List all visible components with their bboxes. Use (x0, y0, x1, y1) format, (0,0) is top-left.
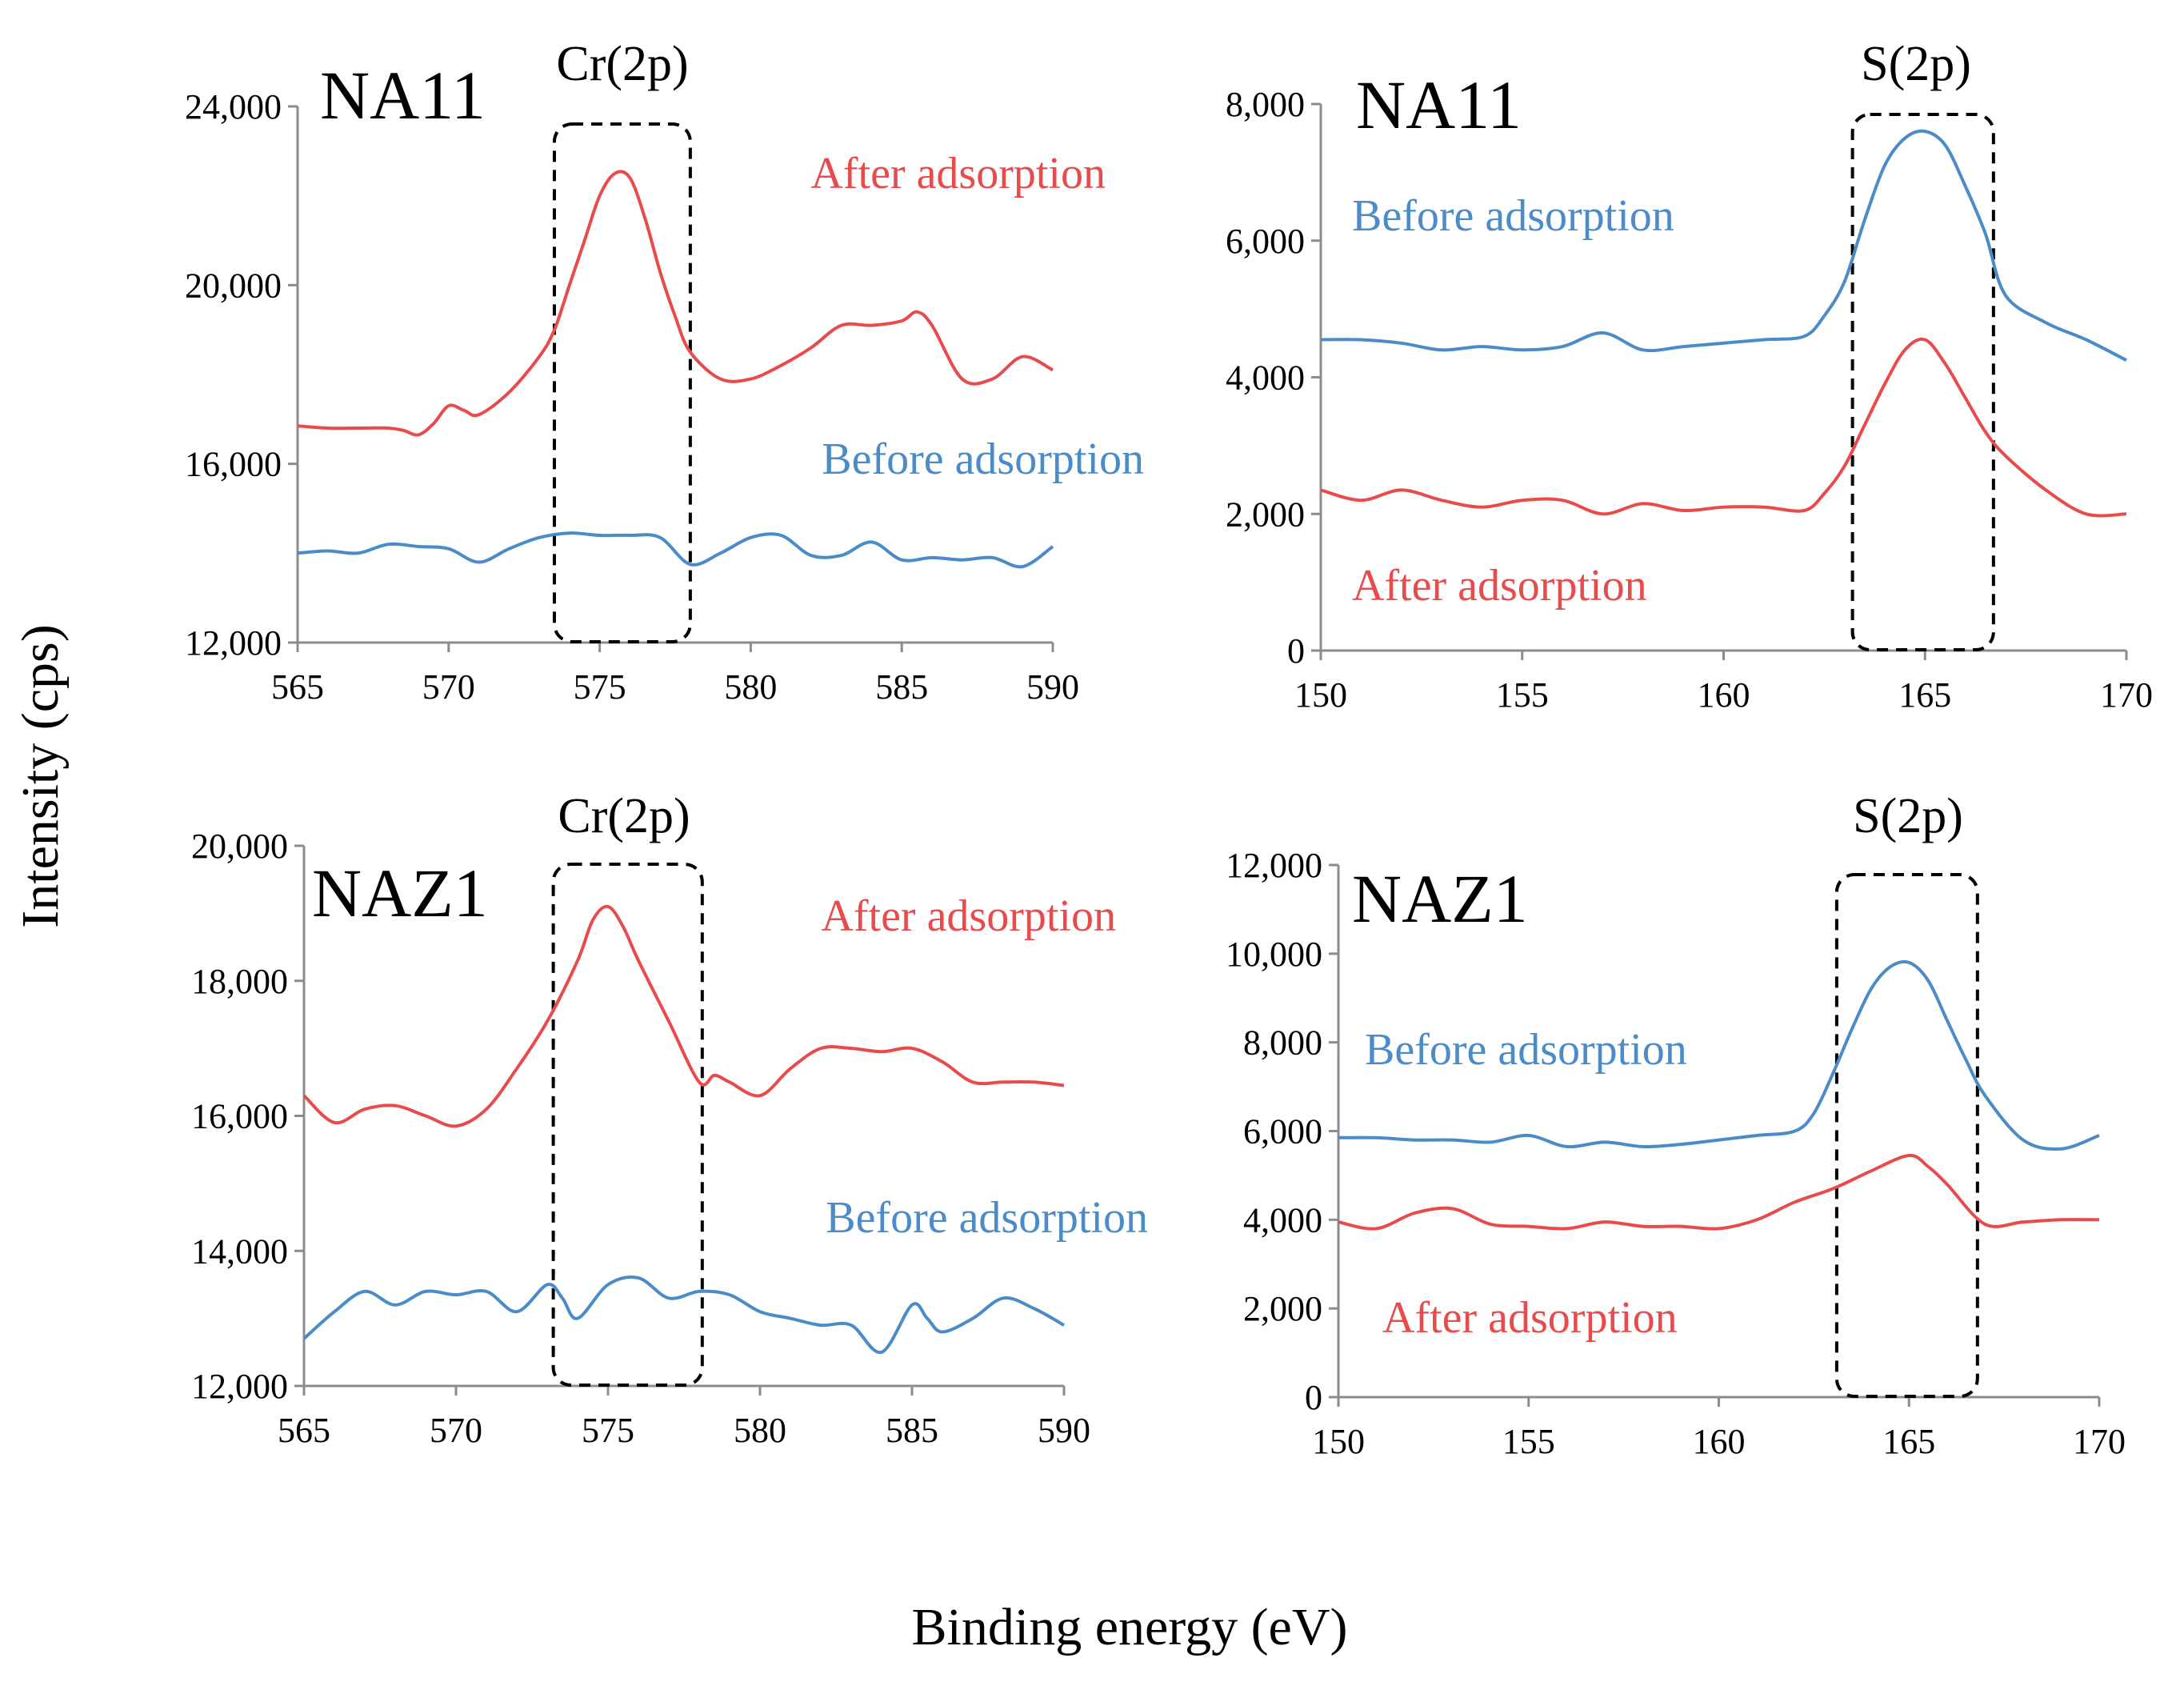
y-tick-label: 6,000 (1226, 222, 1305, 261)
peak-label: S(2p) (1853, 789, 1963, 843)
x-tick-label: 590 (1038, 1411, 1090, 1450)
y-tick-label: 20,000 (191, 827, 288, 866)
before-adsorption-line (302, 1275, 1065, 1354)
x-tick-label: 585 (886, 1411, 938, 1450)
sample-label: NAZ1 (312, 855, 488, 931)
x-tick-label: 155 (1496, 675, 1549, 715)
x-tick-label: 170 (2100, 675, 2153, 715)
before-adsorption-label: Before adsorption (1352, 191, 1674, 241)
panel-1: 12,000 16,000 20,000 24,000 565 570 575 580 585 5… (185, 37, 1144, 707)
y-tick-label: 2,000 (1243, 1289, 1322, 1328)
x-tick-label: 570 (430, 1411, 482, 1450)
peak-label: Cr(2p) (556, 37, 688, 91)
y-tick-label: 20,000 (185, 266, 282, 305)
x-tick-label: 150 (1312, 1422, 1365, 1461)
y-tick-label: 18,000 (191, 962, 288, 1001)
peak-highlight-box (1850, 113, 1995, 651)
x-tick-label: 565 (278, 1411, 330, 1450)
y-tick-label: 6,000 (1243, 1112, 1322, 1151)
before-adsorption-label: Before adsorption (822, 435, 1144, 484)
x-tick-label: 165 (1882, 1422, 1935, 1461)
after-adsorption-label: After adsorption (1352, 561, 1647, 611)
after-adsorption-line (1320, 337, 2127, 518)
y-tick-label: 12,000 (191, 1367, 288, 1406)
y-tick-label: 0 (1287, 631, 1305, 671)
before-adsorption-line (1338, 959, 2100, 1151)
x-tick-label: 580 (734, 1411, 786, 1450)
before-adsorption-line (297, 531, 1054, 569)
x-tick-label: 590 (1026, 667, 1079, 707)
y-tick-label: 12,000 (185, 623, 282, 663)
after-adsorption-line (297, 170, 1054, 437)
x-tick-label: 160 (1698, 675, 1750, 715)
before-adsorption-line (1320, 129, 2127, 362)
after-adsorption-label: After adsorption (810, 149, 1106, 198)
x-tick-label: 585 (875, 667, 928, 707)
x-tick-label: 170 (2073, 1422, 2126, 1461)
y-tick-label: 16,000 (191, 1097, 288, 1136)
peak-highlight-box (1834, 873, 1979, 1398)
x-tick-label: 570 (422, 667, 475, 707)
after-adsorption-label: After adsorption (1382, 1293, 1678, 1343)
peak-label: S(2p) (1861, 37, 1971, 91)
y-tick-label: 2,000 (1226, 495, 1305, 534)
y-tick-label: 8,000 (1243, 1023, 1322, 1063)
after-adsorption-label: After adsorption (821, 891, 1116, 941)
panel-4: 0 2,000 4,000 6,000 8,000 10,000 12,000 150 155 1… (1226, 789, 2126, 1461)
sample-label: NA11 (320, 57, 486, 134)
sample-label: NAZ1 (1352, 860, 1528, 937)
peak-highlight-box (551, 863, 704, 1387)
y-tick-label: 0 (1305, 1378, 1322, 1417)
x-axis-title: Binding energy (eV) (912, 1598, 1348, 1656)
x-tick-label: 160 (1693, 1422, 1746, 1461)
y-tick-label: 14,000 (191, 1231, 288, 1271)
x-tick-label: 575 (574, 667, 626, 707)
x-tick-label: 150 (1294, 675, 1347, 715)
y-tick-label: 12,000 (1226, 846, 1322, 885)
panel-2: 0 2,000 4,000 6,000 8,000 150 155 160 165 170 NA11… (1226, 37, 2153, 715)
y-tick-label: 8,000 (1226, 85, 1305, 124)
peak-highlight-box (552, 122, 692, 643)
before-adsorption-label: Before adsorption (826, 1193, 1148, 1243)
x-tick-label: 155 (1502, 1422, 1555, 1461)
sample-label: NA11 (1356, 66, 1522, 143)
y-tick-label: 16,000 (185, 445, 282, 484)
after-adsorption-line (1338, 1153, 2100, 1231)
x-tick-label: 565 (271, 667, 324, 707)
y-tick-label: 10,000 (1226, 935, 1322, 974)
x-tick-label: 575 (582, 1411, 634, 1450)
y-tick-label: 4,000 (1226, 358, 1305, 398)
panel-3: 12,000 14,000 16,000 18,000 20,000 565 570 575 5… (191, 789, 1148, 1450)
y-tick-label: 4,000 (1243, 1200, 1322, 1239)
after-adsorption-line (302, 904, 1065, 1128)
x-tick-label: 580 (724, 667, 777, 707)
y-tick-label: 24,000 (185, 87, 282, 126)
x-tick-label: 165 (1898, 675, 1951, 715)
before-adsorption-label: Before adsorption (1365, 1025, 1687, 1075)
peak-label: Cr(2p) (558, 789, 690, 843)
y-axis-title: Intensity (cps) (11, 624, 70, 927)
